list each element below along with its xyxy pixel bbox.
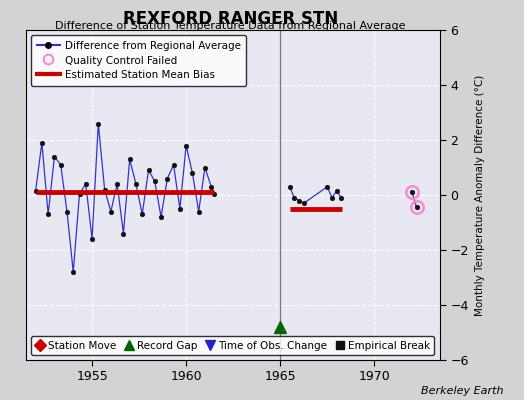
Y-axis label: Monthly Temperature Anomaly Difference (°C): Monthly Temperature Anomaly Difference (… (475, 74, 485, 316)
Legend: Station Move, Record Gap, Time of Obs. Change, Empirical Break: Station Move, Record Gap, Time of Obs. C… (31, 336, 434, 355)
Text: Berkeley Earth: Berkeley Earth (421, 386, 503, 396)
Text: Difference of Station Temperature Data from Regional Average: Difference of Station Temperature Data f… (56, 21, 406, 31)
Text: REXFORD RANGER STN: REXFORD RANGER STN (123, 10, 338, 28)
